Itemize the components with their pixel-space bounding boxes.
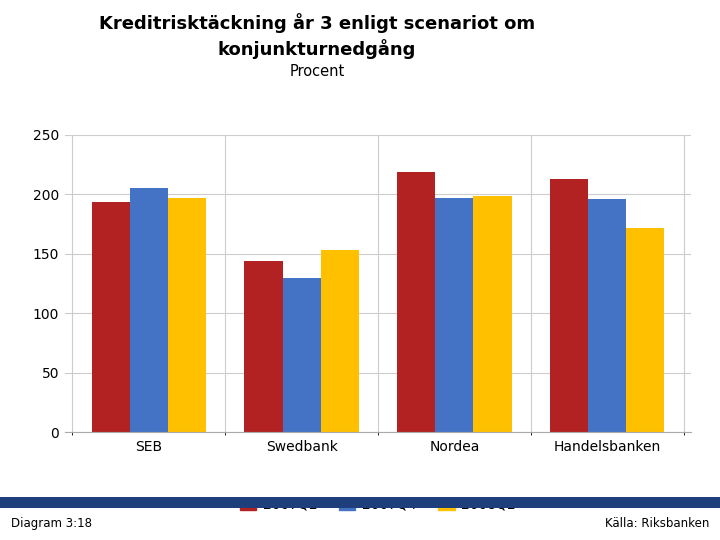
Text: Procent: Procent [289,64,344,79]
Bar [130,188,168,432]
Legend: 2007Q2, 2007Q4, 2008Q2: 2007Q2, 2007Q4, 2008Q2 [234,492,522,517]
Bar [626,228,665,432]
Bar [474,195,512,432]
Text: Kreditrisktäckning år 3 enligt scenariot om: Kreditrisktäckning år 3 enligt scenariot… [99,14,535,33]
Text: konjunkturnedgång: konjunkturnedgång [217,39,416,59]
Text: Källa: Riksbanken: Källa: Riksbanken [605,517,709,530]
Bar [244,261,282,432]
Bar [282,278,320,432]
Text: Diagram 3:18: Diagram 3:18 [11,517,92,530]
Bar [397,172,436,432]
Bar [168,198,206,432]
Bar [550,179,588,432]
Bar [436,198,474,432]
Bar [91,201,130,432]
Bar [320,250,359,432]
Bar [588,199,626,432]
